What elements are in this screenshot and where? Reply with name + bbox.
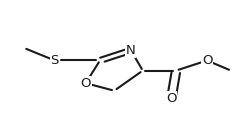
Text: O: O (80, 77, 91, 90)
Text: S: S (50, 54, 59, 67)
Text: O: O (202, 54, 212, 67)
Text: N: N (126, 44, 136, 57)
Text: O: O (166, 92, 177, 105)
